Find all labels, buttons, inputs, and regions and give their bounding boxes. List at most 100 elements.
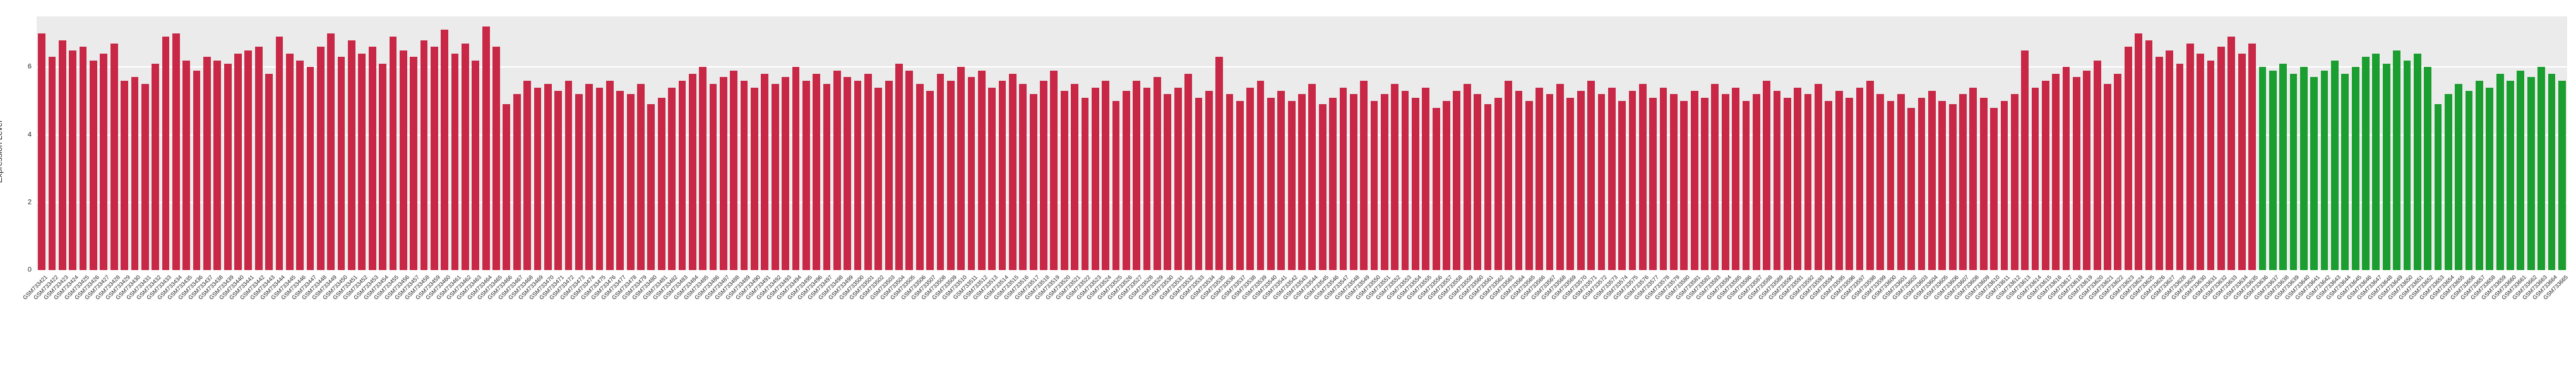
bar (1670, 94, 1678, 270)
bar (1907, 107, 1916, 270)
bar (348, 40, 355, 270)
bar (275, 37, 283, 270)
bar (2135, 33, 2142, 270)
bar (2166, 50, 2174, 270)
bar (1360, 80, 1368, 270)
bar (2476, 80, 2483, 270)
bar (1659, 87, 1667, 270)
y-axis-label: Expression Level (0, 121, 4, 183)
bar (379, 64, 386, 270)
bar (1091, 87, 1099, 270)
bar (430, 47, 438, 270)
bar (1783, 97, 1791, 270)
bar (141, 84, 149, 270)
bar (1732, 87, 1739, 270)
bar (1887, 101, 1895, 270)
bar (761, 74, 769, 270)
bar (544, 84, 552, 270)
bar (2041, 80, 2049, 270)
bar (1050, 70, 1058, 270)
bar (2258, 67, 2267, 270)
bar (1969, 87, 1977, 270)
bar (265, 74, 273, 270)
bar (1112, 101, 1120, 270)
bar (1370, 101, 1378, 270)
bar (1897, 94, 1905, 270)
bar (2052, 74, 2060, 270)
bar (2434, 104, 2442, 270)
bar (131, 77, 139, 270)
bar (657, 97, 665, 270)
bar (678, 80, 686, 270)
bar (2424, 67, 2432, 270)
bar (2444, 94, 2452, 270)
bar (1184, 74, 1192, 270)
bar (1566, 97, 1575, 270)
bar (782, 77, 789, 270)
bar (327, 33, 335, 270)
bar (802, 80, 810, 270)
bar (2496, 74, 2504, 270)
bar (2517, 70, 2525, 270)
bar (389, 37, 397, 270)
bar (1948, 104, 1957, 270)
bar (1505, 80, 1513, 270)
bar (2351, 67, 2359, 270)
bar (1752, 94, 1760, 270)
bar (441, 30, 449, 270)
bar (1164, 94, 1172, 270)
bar (616, 90, 624, 270)
y-tick-label-4: 4 (27, 131, 32, 139)
bar (1174, 87, 1182, 270)
bar (2465, 90, 2473, 270)
bar (1525, 101, 1533, 270)
bar (1804, 94, 1812, 270)
bar (1154, 77, 1161, 270)
bar (2269, 70, 2277, 270)
bar (2537, 67, 2545, 270)
bar (1432, 107, 1440, 270)
bar (2289, 74, 2298, 270)
bar (854, 80, 862, 270)
bar (254, 47, 263, 270)
bar (492, 47, 500, 270)
bar (2000, 101, 2008, 270)
bar (2486, 87, 2494, 270)
bar (1060, 90, 1068, 270)
bar (1825, 101, 1833, 270)
plot-area: 0 2 4 6 (28, 16, 2567, 273)
bar (699, 67, 707, 270)
bar (100, 53, 108, 270)
bar (575, 94, 583, 270)
bar (110, 43, 118, 270)
bar (1246, 87, 1255, 270)
bar (1711, 84, 1719, 270)
bar (182, 60, 191, 270)
bar (1019, 84, 1027, 270)
bar (1628, 90, 1637, 270)
bar (1494, 97, 1502, 270)
bar (213, 60, 222, 270)
bar (1349, 94, 1357, 270)
bar (1515, 90, 1523, 270)
bar (1102, 80, 1110, 270)
bar (2021, 50, 2029, 270)
bar (2104, 84, 2111, 270)
bar (977, 70, 986, 270)
bar (2238, 53, 2246, 270)
bar (2031, 87, 2039, 270)
bar (719, 77, 727, 270)
y-tick-label-2: 2 (27, 198, 32, 206)
bar (564, 80, 573, 270)
bar (1680, 101, 1688, 270)
bar (234, 53, 242, 270)
bar (224, 64, 232, 270)
bar (740, 80, 748, 270)
bar (823, 84, 831, 270)
gridline-y-0 (37, 269, 2567, 271)
bar (2393, 50, 2400, 270)
bar (358, 53, 366, 270)
bar (2083, 70, 2091, 270)
bar (2207, 60, 2215, 270)
bar (162, 37, 170, 270)
